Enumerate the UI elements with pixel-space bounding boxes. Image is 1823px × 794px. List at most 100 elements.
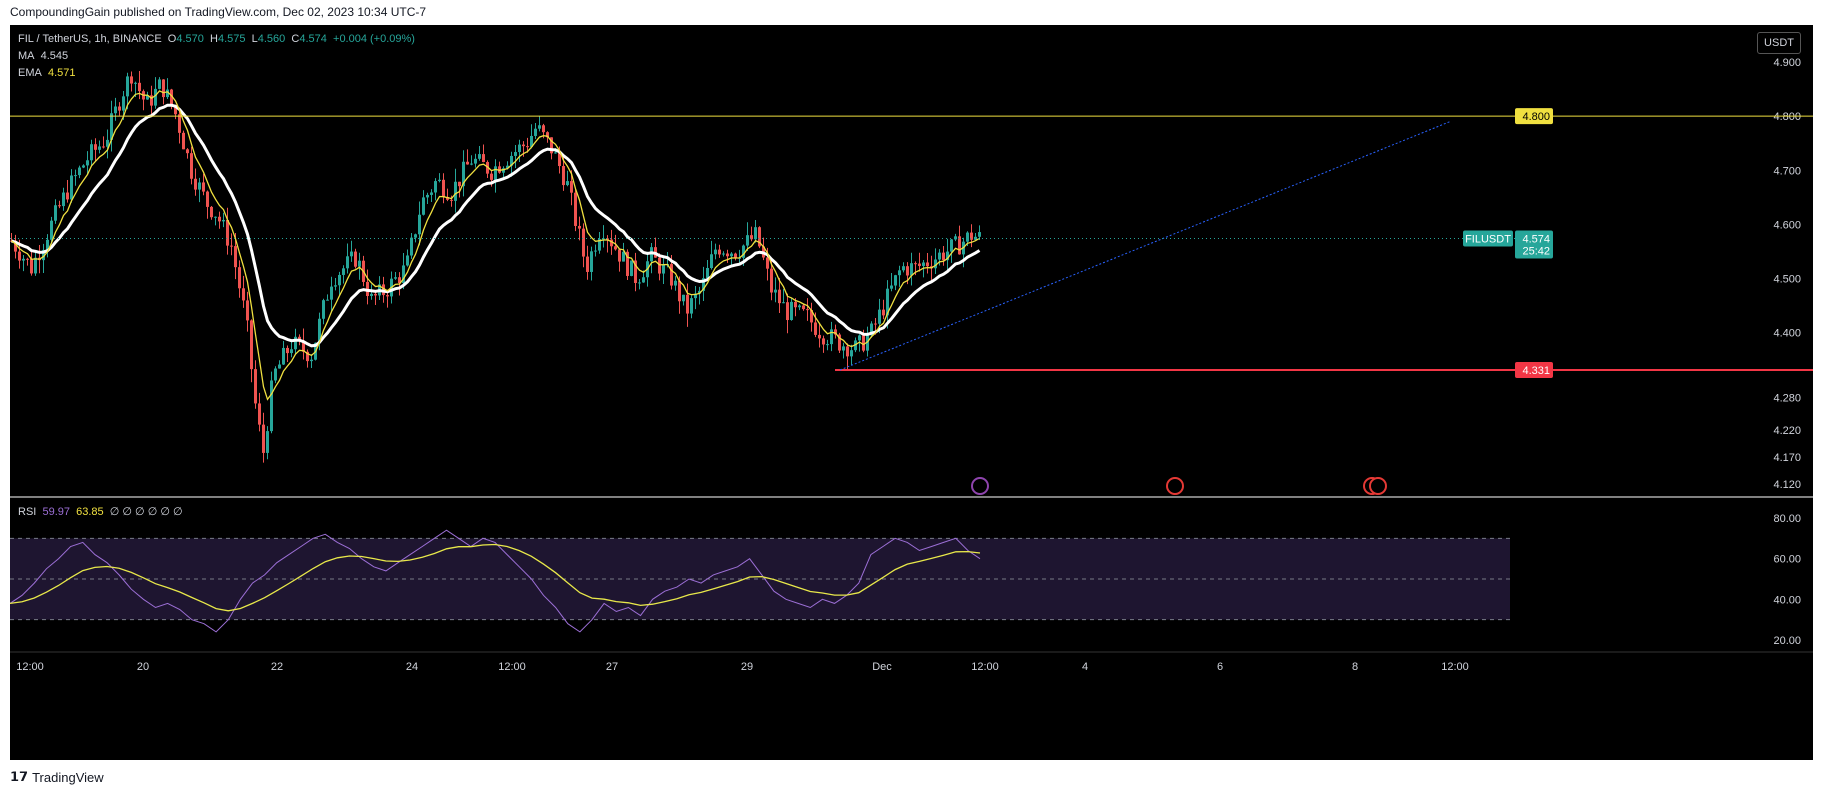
candle <box>218 211 221 229</box>
candle <box>262 412 265 463</box>
candle <box>414 233 417 243</box>
candle <box>942 245 945 266</box>
close-label: C <box>291 33 300 45</box>
candle <box>458 181 461 198</box>
currency-button[interactable]: USDT <box>1757 32 1801 54</box>
footer-brand[interactable]: 𝟭𝟳 TradingView <box>10 769 104 785</box>
rsi-tick-label: 20.00 <box>1773 635 1801 647</box>
candle <box>406 249 409 267</box>
low-value: 4.560 <box>257 33 286 45</box>
candle <box>902 262 905 273</box>
candle-body <box>638 282 641 284</box>
candle <box>426 192 429 204</box>
candle <box>590 246 593 281</box>
candle <box>338 271 341 296</box>
candle <box>786 293 789 334</box>
candle <box>214 216 217 226</box>
candle <box>530 124 533 149</box>
candle-body <box>334 285 337 287</box>
trend-line <box>839 121 1451 371</box>
candle-body <box>78 167 81 176</box>
candle <box>350 240 353 262</box>
candle <box>194 168 197 196</box>
candle <box>758 226 761 249</box>
candle-body <box>346 256 349 269</box>
candle <box>630 260 633 277</box>
candle-body <box>878 309 881 324</box>
candle-body <box>810 310 813 323</box>
candle-body <box>850 350 853 357</box>
candle <box>158 77 161 90</box>
candle-body <box>746 235 749 246</box>
candle <box>662 256 665 284</box>
candle-body <box>906 266 909 276</box>
candle-body <box>514 152 517 156</box>
candle-body <box>466 161 469 165</box>
ma-row[interactable]: MA 4.545 <box>18 48 415 65</box>
candle <box>402 252 405 290</box>
candle-body <box>426 194 429 198</box>
candle <box>430 189 433 202</box>
candle <box>698 286 701 305</box>
candle-body <box>470 163 473 165</box>
candle-body <box>22 258 25 261</box>
candle <box>898 265 901 287</box>
candle-body <box>926 262 929 267</box>
candle <box>538 115 541 132</box>
candle-body <box>678 280 681 302</box>
candle <box>498 161 501 174</box>
ema-row[interactable]: EMA 4.571 <box>18 65 415 82</box>
candle-body <box>866 335 869 351</box>
candle-body <box>578 225 581 229</box>
candle <box>114 97 117 121</box>
price-tick-label: 4.500 <box>1773 274 1801 286</box>
candle-body <box>490 173 493 180</box>
event-flag-icon <box>1166 477 1184 495</box>
candle <box>102 136 105 149</box>
symbol-label[interactable]: FIL / TetherUS, 1h, BINANCE <box>18 33 162 45</box>
candle-body <box>106 139 109 147</box>
candle <box>50 216 53 243</box>
candle-body <box>210 206 213 218</box>
candle <box>142 89 145 111</box>
price-tick-label: 4.700 <box>1773 165 1801 177</box>
candle-body <box>54 205 57 221</box>
candle-body <box>46 239 49 250</box>
ma-line <box>11 103 981 348</box>
candle-body <box>298 336 301 341</box>
candle <box>658 253 661 281</box>
candle-body <box>126 76 129 97</box>
chart-legend: FIL / TetherUS, 1h, BINANCE O4.570 H4.57… <box>18 31 415 82</box>
candle-body <box>370 293 373 297</box>
candle-body <box>750 235 753 240</box>
candle-body <box>702 278 705 291</box>
candle-body <box>502 168 505 173</box>
candle-body <box>506 165 509 169</box>
candle <box>686 283 689 327</box>
candle-body <box>422 197 425 215</box>
candle-body <box>114 106 117 114</box>
chart-area[interactable]: 4.900 4.800 4.700 4.600 4.500 4.400 4.280 4.220… <box>10 25 1813 760</box>
candle <box>970 224 973 248</box>
candle-body <box>386 295 389 297</box>
candle-body <box>602 238 605 240</box>
candle <box>582 223 585 268</box>
candle-body <box>774 289 777 293</box>
candle <box>182 130 185 150</box>
candle-body <box>694 293 697 299</box>
candle-body <box>754 227 757 240</box>
candle-body <box>794 301 797 308</box>
candle <box>846 343 849 370</box>
rsi-ma-line <box>10 543 981 612</box>
candle <box>442 173 445 204</box>
candle <box>518 139 521 163</box>
candle <box>802 303 805 311</box>
price-tick-label: 4.120 <box>1773 479 1801 491</box>
candle-body <box>238 267 241 289</box>
candle <box>526 137 529 153</box>
candle-body <box>410 237 413 256</box>
candle-body <box>110 113 113 140</box>
rsi-legend[interactable]: RSI 59.97 63.85 ∅ ∅ ∅ ∅ ∅ ∅ <box>18 504 183 521</box>
candle-body <box>634 260 637 284</box>
candle-body <box>430 192 433 195</box>
